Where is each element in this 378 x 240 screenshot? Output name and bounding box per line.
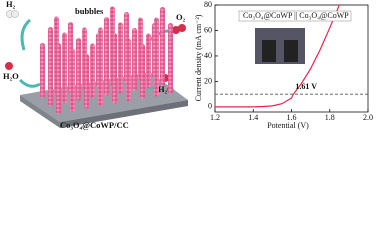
nanorod <box>104 17 109 96</box>
nanorod <box>126 38 131 102</box>
x-tick-label: 2.0 <box>363 113 373 122</box>
nanorod <box>112 33 117 104</box>
nanorod <box>90 43 95 99</box>
figure: H₂ bubbles O₂ H₂O H₂O Co₃O₄@CoWP/CC Pote… <box>3 0 373 130</box>
x-tick-label: 1.2 <box>210 113 220 122</box>
nanorod <box>146 33 151 89</box>
label: Co₃O₄@CoWP/CC <box>60 120 129 130</box>
label: bubbles <box>75 6 104 16</box>
label: H₂O <box>158 84 174 94</box>
y-axis-title: Current density (mA cm⁻²) <box>194 14 203 101</box>
label: O₂ <box>176 12 186 22</box>
y-tick-label: 40 <box>204 51 212 60</box>
label: H₂ <box>6 0 16 9</box>
nanorod <box>62 32 67 104</box>
inset-photo <box>284 40 298 62</box>
nanorod <box>70 48 75 112</box>
nanorod <box>154 17 159 97</box>
inset-photo <box>262 40 276 62</box>
y-tick-label: 0 <box>208 102 212 111</box>
annotation: 1.61 V <box>295 82 317 91</box>
substrate-edge <box>60 100 188 128</box>
nanorod <box>98 27 103 107</box>
arrow <box>18 78 41 88</box>
nanorod <box>168 23 173 94</box>
nanorod <box>76 38 81 101</box>
y-tick-label: 20 <box>204 76 212 85</box>
nanorod <box>56 43 61 114</box>
molecule <box>5 62 13 70</box>
nanorod <box>160 7 165 86</box>
x-tick-label: 1.6 <box>287 113 297 122</box>
series-line <box>215 4 340 108</box>
nanorod <box>48 27 53 106</box>
nanorod <box>118 22 123 94</box>
x-axis-title: Potential (V) <box>267 121 309 130</box>
legend-box <box>238 10 352 22</box>
molecule <box>11 10 19 18</box>
legend-label: Co₃O₄@CoWP || Co₃O₄@CoWP <box>243 11 349 20</box>
nanorod <box>40 43 45 98</box>
molecule <box>178 24 186 32</box>
x-tick-label: 1.8 <box>325 113 335 122</box>
y-tick-label: 80 <box>204 0 212 9</box>
x-tick-label: 1.4 <box>248 113 258 122</box>
nanorod <box>140 44 145 99</box>
substrate-side <box>20 95 60 128</box>
arrow <box>20 18 32 51</box>
nanorod <box>132 28 137 91</box>
illustration: H₂ bubbles O₂ H₂O H₂O Co₃O₄@CoWP/CC <box>3 0 188 130</box>
nanorod <box>84 54 89 109</box>
label: H₂O <box>3 71 19 81</box>
y-tick-label: 60 <box>204 25 212 34</box>
